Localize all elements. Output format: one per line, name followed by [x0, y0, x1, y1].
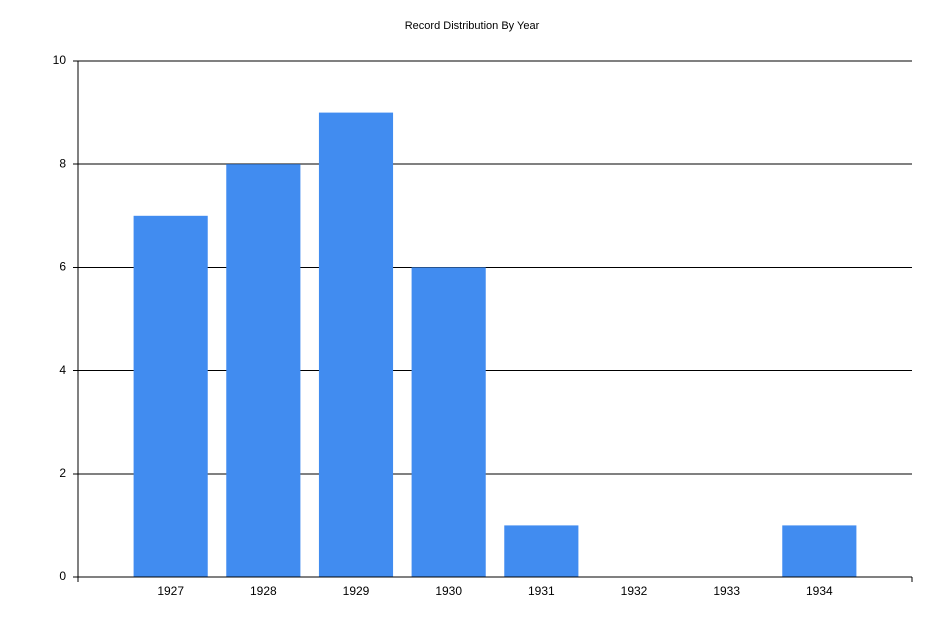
x-tick-label: 1927: [157, 584, 184, 598]
x-tick-label: 1931: [528, 584, 555, 598]
y-tick-label: 4: [59, 363, 66, 377]
y-tick-label: 8: [59, 156, 66, 170]
x-tick-label: 1930: [435, 584, 462, 598]
x-tick-label: 1928: [250, 584, 277, 598]
y-tick-label: 6: [59, 260, 66, 274]
bar: [504, 525, 579, 577]
y-tick-label: 0: [59, 569, 66, 583]
x-tick-label: 1932: [621, 584, 648, 598]
bar: [782, 525, 857, 577]
chart-title: Record Distribution By Year: [405, 20, 540, 32]
x-tick-label: 1929: [343, 584, 370, 598]
bar: [133, 215, 208, 578]
y-tick-label: 2: [59, 466, 66, 480]
bar: [318, 112, 394, 577]
x-tick-label: 1933: [713, 584, 740, 598]
y-tick-label: 10: [53, 53, 67, 67]
bar: [226, 164, 301, 577]
bar: [411, 267, 486, 577]
x-tick-label: 1934: [806, 584, 833, 598]
